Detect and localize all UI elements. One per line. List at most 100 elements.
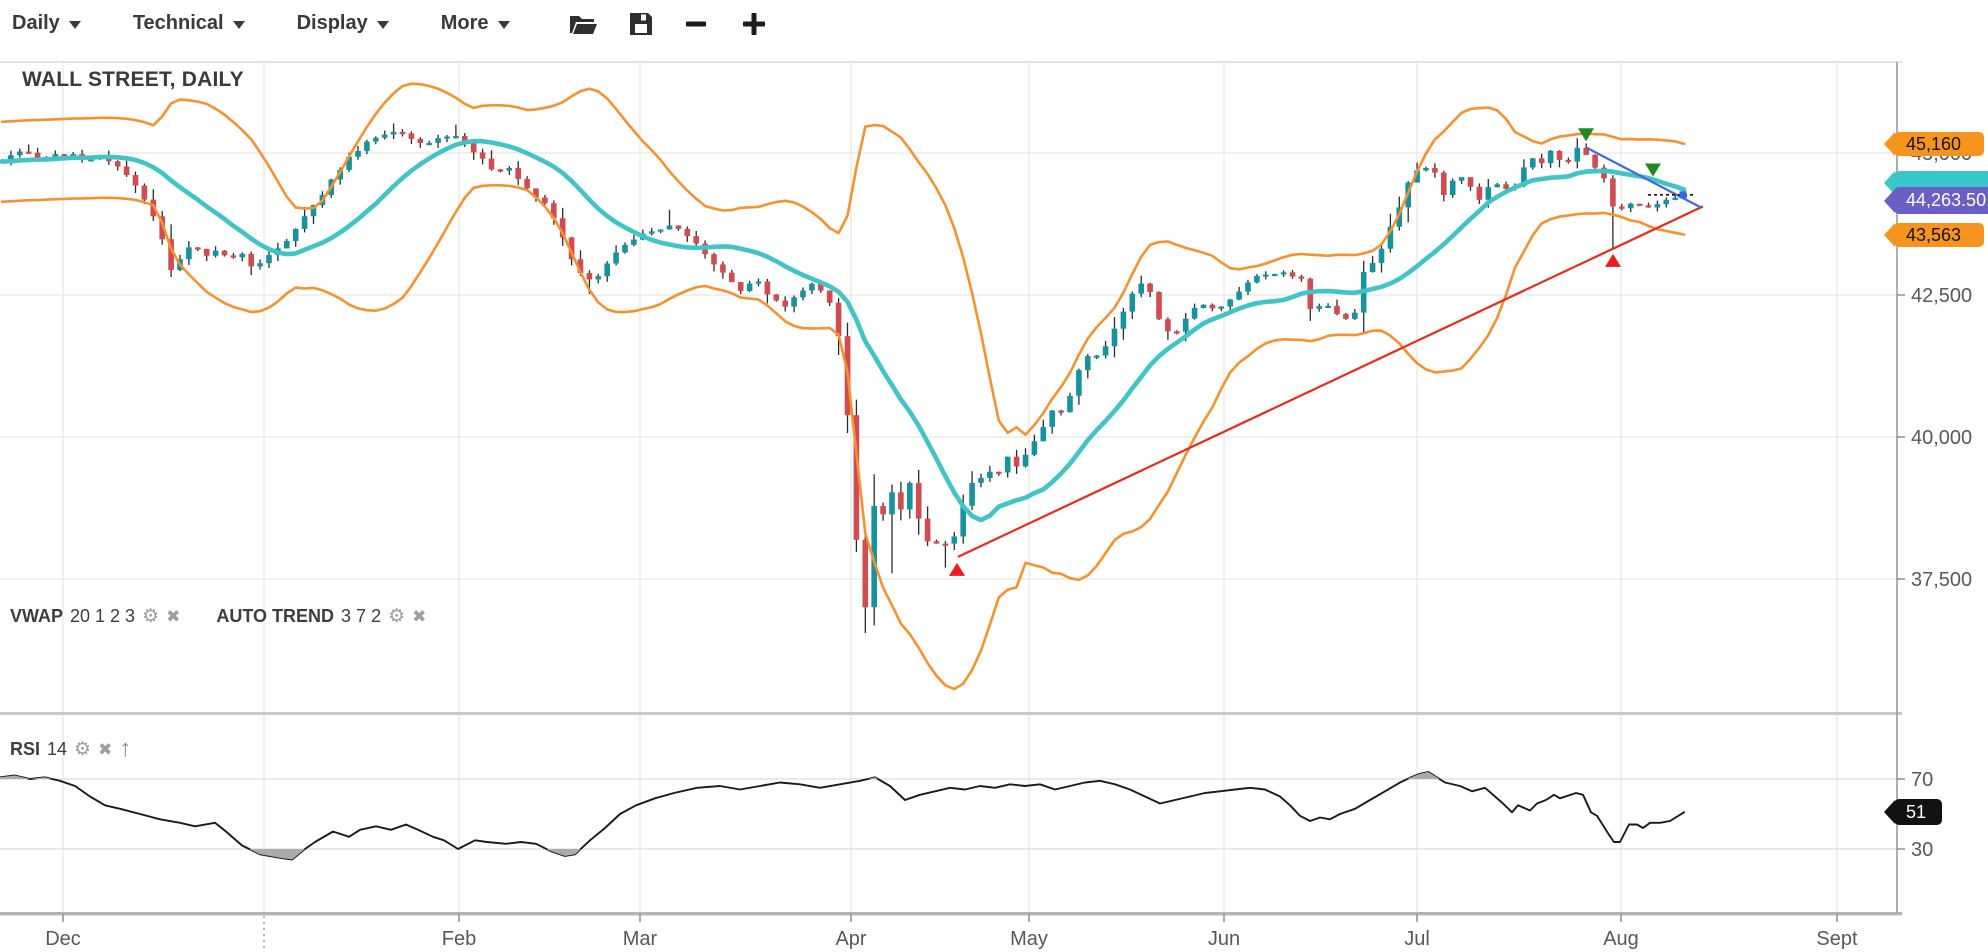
candle-body <box>1280 272 1287 275</box>
move-up-icon[interactable]: ↑ <box>119 735 132 762</box>
candle-body <box>515 167 521 180</box>
candle-body <box>1423 168 1429 171</box>
candle-body <box>675 225 682 229</box>
candle-body <box>853 415 860 540</box>
rsi-oversold-fill <box>0 849 1684 860</box>
candle-body <box>186 247 192 260</box>
candle-body <box>417 138 424 143</box>
close-icon[interactable]: ✖ <box>412 607 427 626</box>
gear-icon[interactable]: ⚙ <box>388 606 406 627</box>
candle-body <box>453 136 459 139</box>
candle-body <box>933 541 940 544</box>
candle-body <box>1182 318 1189 332</box>
candle-body <box>1494 184 1500 188</box>
candle-body <box>1441 172 1447 196</box>
candle-body <box>399 131 406 135</box>
gear-icon[interactable]: ⚙ <box>142 606 160 627</box>
gear-icon[interactable]: ⚙ <box>74 738 92 760</box>
candle-body <box>987 471 993 478</box>
candle-body <box>337 169 343 180</box>
zoom-out-button[interactable] <box>684 11 710 37</box>
candle-body <box>435 138 441 143</box>
candle-body <box>61 154 68 157</box>
candle-body <box>1334 305 1340 315</box>
more-menu-label: More <box>440 12 489 34</box>
candle-body <box>292 228 299 241</box>
candle-body <box>1565 159 1572 163</box>
candle-body <box>1120 311 1127 329</box>
candle-body <box>1031 441 1038 455</box>
candle-body <box>978 477 984 483</box>
candle-body <box>114 161 121 167</box>
candle-body <box>604 263 610 277</box>
panel-separator <box>0 712 1902 715</box>
plus-icon <box>742 12 765 35</box>
candle-body <box>586 273 593 280</box>
price-tick-label: 37,500 <box>1911 569 1972 591</box>
page-title: WALL STREET, DAILY <box>22 68 244 91</box>
candle-body <box>577 259 584 274</box>
candle-body <box>942 543 949 546</box>
save-button[interactable] <box>628 11 654 37</box>
last-price-value: 44,263.50 <box>1906 190 1987 210</box>
candle-body <box>791 297 797 307</box>
candle-body <box>1289 272 1296 277</box>
candle-body <box>907 482 913 510</box>
candle-body <box>622 244 628 253</box>
rsi-tick-label: 70 <box>1911 769 1933 791</box>
candle-body <box>1316 306 1322 309</box>
candle-body <box>52 154 59 157</box>
candle-body <box>1200 304 1207 308</box>
more-menu[interactable]: More <box>441 12 510 35</box>
month-label: Dec <box>45 928 81 950</box>
candle-body <box>195 247 201 250</box>
candle-body <box>1111 328 1118 347</box>
candle-body <box>1093 355 1100 358</box>
chevron-down-icon <box>68 20 81 29</box>
candle-body <box>1049 410 1055 427</box>
vwap-line <box>0 138 1687 523</box>
candle-body <box>880 505 886 515</box>
candle-body <box>1627 203 1634 209</box>
candle-body <box>1156 292 1162 320</box>
candle-body <box>969 482 975 506</box>
month-label: Jul <box>1404 928 1430 950</box>
zoom-in-button[interactable] <box>740 10 768 38</box>
rsi-legend: RSI 14 ⚙ ✖ ↑ <box>10 737 131 761</box>
candle-body <box>1040 426 1047 442</box>
candle-body <box>88 159 94 162</box>
candle-body <box>1663 199 1670 205</box>
close-icon[interactable]: ✖ <box>98 739 113 759</box>
candle-body <box>470 141 477 153</box>
candle-body <box>248 253 254 267</box>
timeframe-menu[interactable]: Daily <box>12 12 81 35</box>
candle-body <box>34 152 41 158</box>
candle-body <box>159 216 165 240</box>
time-axis-bar <box>0 912 1902 916</box>
candle-body <box>1236 291 1242 300</box>
candle-body <box>1547 150 1554 164</box>
open-folder-icon <box>569 15 597 34</box>
technical-menu[interactable]: Technical <box>133 12 245 35</box>
trendline-endpoint-handle <box>1679 191 1687 199</box>
candle-body <box>809 283 815 291</box>
candle-body <box>168 239 174 271</box>
candle-body <box>1432 168 1438 173</box>
candle-body <box>310 204 317 217</box>
close-icon[interactable]: ✖ <box>166 607 181 626</box>
candle-body <box>1102 346 1109 356</box>
candle-body <box>782 300 788 307</box>
display-menu-label: Display <box>296 12 368 34</box>
candle-body <box>631 239 637 245</box>
candle-body <box>1610 178 1616 207</box>
vwap-legend-params: 20 1 2 3 <box>70 606 136 626</box>
candle-body <box>257 263 263 267</box>
open-folder-button[interactable] <box>568 11 598 37</box>
candle-body <box>1245 282 1251 292</box>
candle-body <box>1218 306 1225 309</box>
display-menu[interactable]: Display <box>297 12 389 35</box>
candle-body <box>729 272 735 283</box>
candle-body <box>737 282 744 292</box>
candle-body <box>657 229 664 232</box>
